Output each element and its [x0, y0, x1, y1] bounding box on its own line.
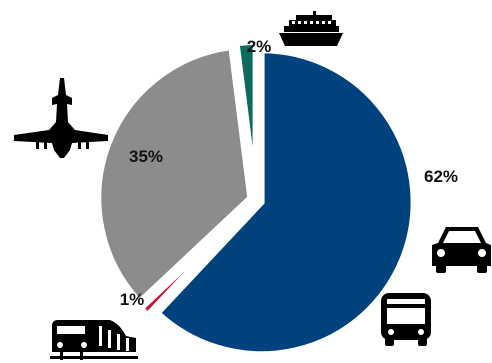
- pie-slice-2: [233, 39, 259, 195]
- label-35: 35%: [129, 147, 163, 166]
- bus-icon: [381, 293, 431, 346]
- car-icon: [432, 227, 491, 273]
- pie-slices: [95, 39, 417, 358]
- train-icon: [50, 320, 138, 360]
- label-62: 62%: [424, 167, 458, 186]
- airplane-icon: [14, 78, 108, 158]
- ship-icon: [279, 11, 343, 46]
- label-1: 1%: [120, 290, 145, 309]
- pie-slice-62: [153, 47, 417, 358]
- pie-slice-1: [136, 202, 254, 320]
- pie-slice-35: [95, 43, 254, 307]
- label-2: 2%: [247, 37, 272, 56]
